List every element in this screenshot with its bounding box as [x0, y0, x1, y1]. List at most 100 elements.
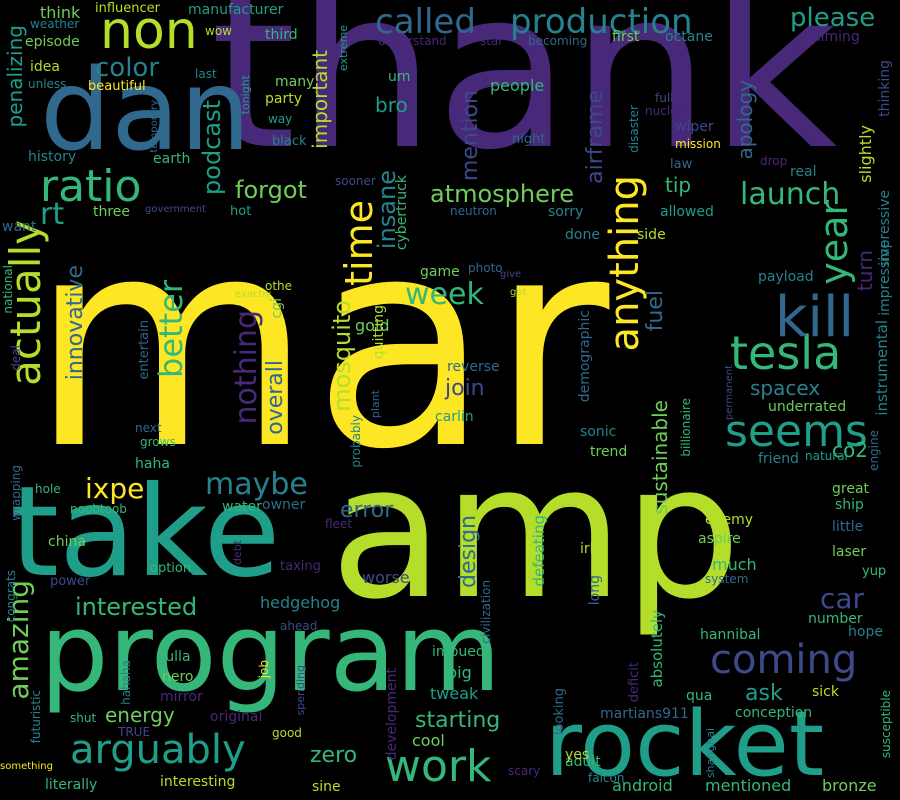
word: law	[670, 157, 693, 172]
word: wrapping	[9, 465, 23, 521]
word: people	[490, 76, 545, 95]
word: defeating	[530, 515, 548, 587]
word: um	[388, 69, 411, 85]
word: three	[93, 204, 131, 220]
word: friend	[758, 451, 799, 467]
word: spending	[294, 665, 307, 716]
word: congrats	[4, 570, 18, 623]
word: entertain	[137, 320, 152, 380]
word: mention	[458, 90, 483, 182]
word: anything	[602, 175, 648, 352]
word: deficit	[627, 662, 642, 703]
word: ask	[745, 681, 783, 706]
word: production	[510, 2, 693, 42]
word: china	[48, 534, 86, 550]
word: much	[712, 555, 757, 574]
word: bronze	[822, 776, 877, 795]
word: looking	[552, 688, 567, 736]
word: got	[510, 287, 527, 298]
word: unless	[28, 77, 67, 91]
word: something	[0, 761, 53, 772]
word: sonic	[580, 424, 617, 440]
word: join	[445, 376, 485, 401]
word: game	[420, 264, 460, 280]
word: permanent	[724, 365, 735, 421]
word: bro	[375, 93, 408, 117]
word: energy	[105, 703, 175, 727]
word: cybertruck	[394, 175, 410, 251]
word: podcast	[198, 100, 226, 195]
word: idea	[30, 59, 60, 75]
word: better	[152, 280, 190, 378]
word: thinking	[877, 60, 893, 117]
word: starting	[415, 708, 501, 733]
word: influencer	[95, 1, 161, 16]
word: party	[265, 91, 302, 107]
word: good	[272, 726, 302, 740]
word: zero	[310, 743, 358, 768]
word: yes	[565, 747, 590, 763]
word: haha	[135, 456, 170, 472]
word: beautiful	[88, 79, 146, 94]
word: sine	[312, 779, 341, 795]
word: sooner	[335, 174, 376, 188]
word: impressive	[877, 240, 893, 316]
word: ixpe	[85, 472, 145, 505]
word: mar	[30, 176, 610, 513]
word: episode	[25, 34, 80, 50]
word: atmosphere	[430, 180, 574, 208]
word: worse	[362, 568, 410, 587]
word: important	[308, 50, 332, 149]
word: exactly	[235, 289, 272, 300]
word: drop	[760, 154, 788, 168]
word: deal	[9, 345, 23, 371]
word: hannibal	[700, 627, 761, 643]
word: arguably	[70, 727, 246, 773]
word: way	[268, 112, 293, 126]
word: literally	[45, 777, 98, 793]
word: number	[808, 611, 863, 627]
word: overall	[263, 360, 288, 435]
word: please	[790, 3, 876, 33]
word: non	[100, 1, 198, 61]
word: water	[222, 499, 262, 515]
word: aspire	[698, 531, 741, 547]
word: rocket	[545, 692, 825, 797]
word: wiper	[675, 119, 714, 135]
word: interesting	[160, 774, 236, 790]
word: shut	[70, 711, 97, 725]
word: penalizing	[3, 25, 27, 128]
word: kill	[775, 285, 855, 350]
word: year	[812, 200, 856, 285]
word: neutron	[450, 204, 497, 218]
word: taxing	[280, 559, 321, 574]
word: mosquito	[328, 300, 356, 412]
word: tip	[665, 173, 692, 197]
word: becoming	[528, 34, 588, 48]
word: slightly	[856, 125, 875, 183]
word: susceptible	[879, 690, 893, 759]
word: original	[210, 709, 263, 725]
word: give	[500, 269, 522, 280]
word: photo	[468, 261, 503, 275]
word: adult	[565, 754, 601, 770]
word: interested	[75, 593, 198, 621]
word: job	[257, 660, 271, 679]
word: scary	[508, 764, 541, 778]
word: martians911	[600, 706, 689, 722]
word: fuel	[643, 290, 668, 332]
word: gold	[355, 316, 390, 335]
word: civilization	[479, 580, 493, 644]
word: cool	[412, 731, 445, 750]
word: ahead	[280, 619, 318, 633]
word: hahaha	[119, 660, 133, 705]
word: nothing	[229, 310, 264, 425]
word: seems	[725, 406, 868, 457]
word: maybe	[205, 467, 308, 502]
word: first	[612, 29, 640, 45]
word: android	[612, 776, 673, 795]
word: hot	[230, 204, 252, 219]
word: aiming	[812, 29, 860, 45]
word: big	[447, 663, 472, 682]
